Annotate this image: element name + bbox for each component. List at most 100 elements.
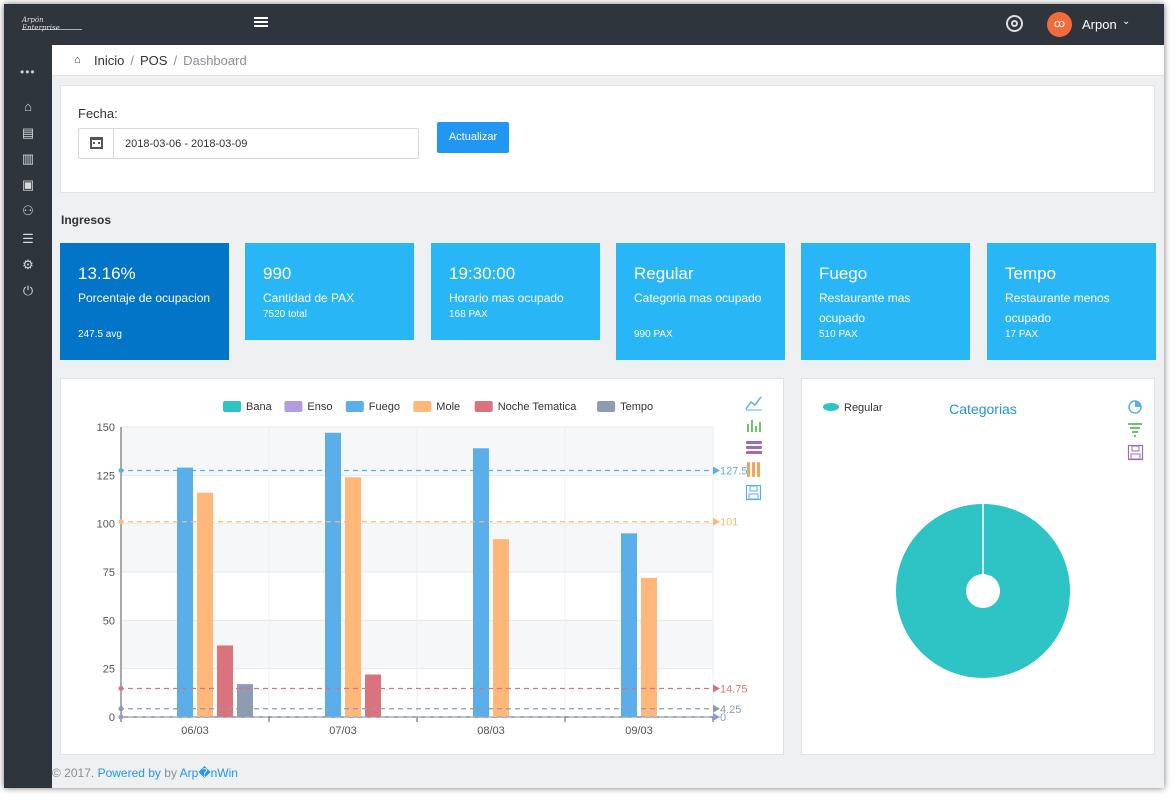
y-tick-label: 125 [97, 470, 115, 482]
settings-gear-icon[interactable] [1006, 15, 1023, 32]
average-line-label: 0 [720, 712, 726, 724]
date-range-value: 2018-03-06 - 2018-03-09 [125, 138, 248, 150]
legend-item[interactable]: Mole [413, 401, 460, 413]
breadcrumb-item-inicio[interactable]: Inicio [94, 53, 125, 68]
breadcrumb: ⌂ Inicio / POS / Dashboard [52, 45, 1164, 76]
y-tick-label: 0 [109, 712, 115, 724]
bar[interactable] [197, 492, 213, 717]
legend-swatch [345, 401, 364, 412]
pie-toggle-icon[interactable] [1128, 400, 1142, 414]
bar-chart-card: 0 25 50 75 100 125 150 06/03 07/03 08/03 09/03 127… [60, 378, 784, 755]
footer: © 2017. Powered by by Arp�nWin [52, 766, 238, 780]
legend-item[interactable]: Enso [284, 401, 332, 413]
contact-icon[interactable]: ▣ [21, 177, 35, 192]
bar[interactable] [493, 539, 509, 717]
home-icon[interactable]: ⌂ [74, 54, 81, 66]
legend-label: Noche Tematica [498, 401, 578, 413]
power-icon[interactable]: ⏻ [22, 283, 34, 298]
x-tick-label: 07/03 [329, 725, 357, 737]
book-icon[interactable]: ▤ [21, 125, 35, 140]
save-image-icon[interactable] [1127, 444, 1144, 461]
bar[interactable] [621, 533, 637, 717]
legend-label: Bana [246, 401, 273, 413]
breadcrumb-item-pos[interactable]: POS [139, 53, 168, 68]
kpi-label: Restaurante mas ocupado [819, 291, 911, 325]
bar[interactable] [325, 432, 341, 717]
line-chart-toggle-icon[interactable] [745, 396, 762, 411]
average-line-label: 4.25 [720, 704, 741, 716]
tiled-toggle-icon[interactable] [747, 462, 760, 477]
legend-item[interactable]: Regular [823, 402, 883, 414]
sidebar: ••• ⌂ ▤ ▥ ▣ ⚇ ☰ ⚙ ⏻ [4, 45, 52, 788]
home-icon[interactable]: ⌂ [24, 99, 32, 114]
average-line-start [118, 685, 124, 691]
legend-item[interactable]: Noche Tematica [474, 401, 578, 413]
x-tick-label: 09/03 [625, 725, 653, 737]
settings-icon[interactable]: ⚙ [22, 257, 34, 272]
average-line-arrow [713, 517, 720, 526]
bar-chart-toggle-icon[interactable] [747, 420, 761, 432]
kpi-value: Tempo [1005, 264, 1057, 283]
kpi-sub: 247.5 avg [78, 329, 122, 340]
legend-label: Enso [307, 401, 332, 413]
legend-swatch [284, 401, 303, 412]
document-icon[interactable]: ▥ [21, 151, 35, 166]
users-icon[interactable]: ⚇ [22, 203, 34, 218]
kpi-sub: 7520 total [263, 309, 307, 320]
legend-item[interactable]: Fuego [345, 401, 400, 413]
average-line-arrow [713, 466, 720, 475]
kpi-card-occupancy: 13.16% Porcentaje de ocupacion 247.5 avg [60, 243, 229, 360]
pie-slice[interactable] [895, 504, 1070, 678]
bar[interactable] [345, 477, 361, 717]
footer-powered-link[interactable]: Powered by [97, 766, 161, 780]
user-avatar[interactable]: ꝏ [1047, 12, 1072, 37]
average-line-arrow [713, 704, 720, 713]
funnel-toggle-icon[interactable] [1128, 423, 1142, 437]
sidebar-dots-icon: ••• [20, 65, 36, 79]
kpi-sub: 168 PAX [449, 309, 488, 320]
kpi-card-top-restaurant: Fuego Restaurante mas ocupado 510 PAX [801, 243, 970, 360]
kpi-label: Restaurante menos ocupado [1005, 291, 1110, 325]
date-range-input[interactable]: 2018-03-06 - 2018-03-09 [78, 128, 419, 159]
bar[interactable] [217, 645, 233, 717]
footer-by: by [164, 766, 177, 780]
section-title: Ingresos [61, 213, 112, 227]
kpi-label: Categoria mas ocupado [634, 291, 762, 305]
breadcrumb-separator: / [130, 53, 134, 68]
bar[interactable] [473, 448, 489, 717]
kpi-card-least-restaurant: Tempo Restaurante menos ocupado 17 PAX [987, 243, 1156, 360]
bar[interactable] [365, 674, 381, 717]
kpi-value: Regular [634, 264, 694, 283]
footer-brand-link[interactable]: Arp�nWin [179, 766, 238, 780]
save-image-icon[interactable] [745, 484, 762, 501]
kpi-value: 13.16% [78, 264, 136, 283]
average-line-arrow [713, 713, 720, 721]
chevron-down-icon[interactable]: ⌄ [1122, 16, 1131, 27]
user-menu-name[interactable]: Arpon [1082, 17, 1117, 32]
bar-chart: 0 25 50 75 100 125 150 06/03 07/03 08/03 09/03 127… [97, 396, 762, 737]
legend-label: Fuego [369, 401, 400, 413]
list-icon[interactable]: ☰ [22, 231, 34, 246]
top-navbar: Arpón Enterprise ꝏ Arpon ⌄ [4, 4, 1164, 45]
kpi-value: 990 [263, 264, 292, 283]
average-line-arrow [713, 684, 720, 693]
legend-item[interactable]: Bana [223, 401, 273, 413]
kpi-value: Fuego [819, 264, 868, 283]
update-button[interactable]: Actualizar [437, 122, 509, 153]
stack-toggle-icon[interactable] [746, 441, 762, 454]
bar[interactable] [177, 467, 193, 717]
bar[interactable] [641, 577, 657, 717]
legend-swatch [413, 401, 432, 412]
pie-chart-card: Regular Categorias [801, 378, 1155, 755]
brand-logo[interactable]: Arpón Enterprise [22, 16, 82, 32]
breadcrumb-separator: / [173, 53, 178, 68]
breadcrumb-item-dashboard: Dashboard [183, 53, 247, 68]
legend-label: Mole [436, 401, 460, 413]
legend-item[interactable]: Tempo [597, 401, 653, 413]
kpi-card-busiest-time: 19:30:00 Horario mas ocupado 168 PAX [431, 243, 600, 340]
menu-toggle-icon[interactable] [254, 17, 268, 29]
legend-swatch [823, 403, 839, 411]
kpi-label: Horario mas ocupado [449, 291, 564, 305]
calendar-addon[interactable] [79, 129, 114, 158]
kpi-sub: 510 PAX [819, 329, 858, 340]
